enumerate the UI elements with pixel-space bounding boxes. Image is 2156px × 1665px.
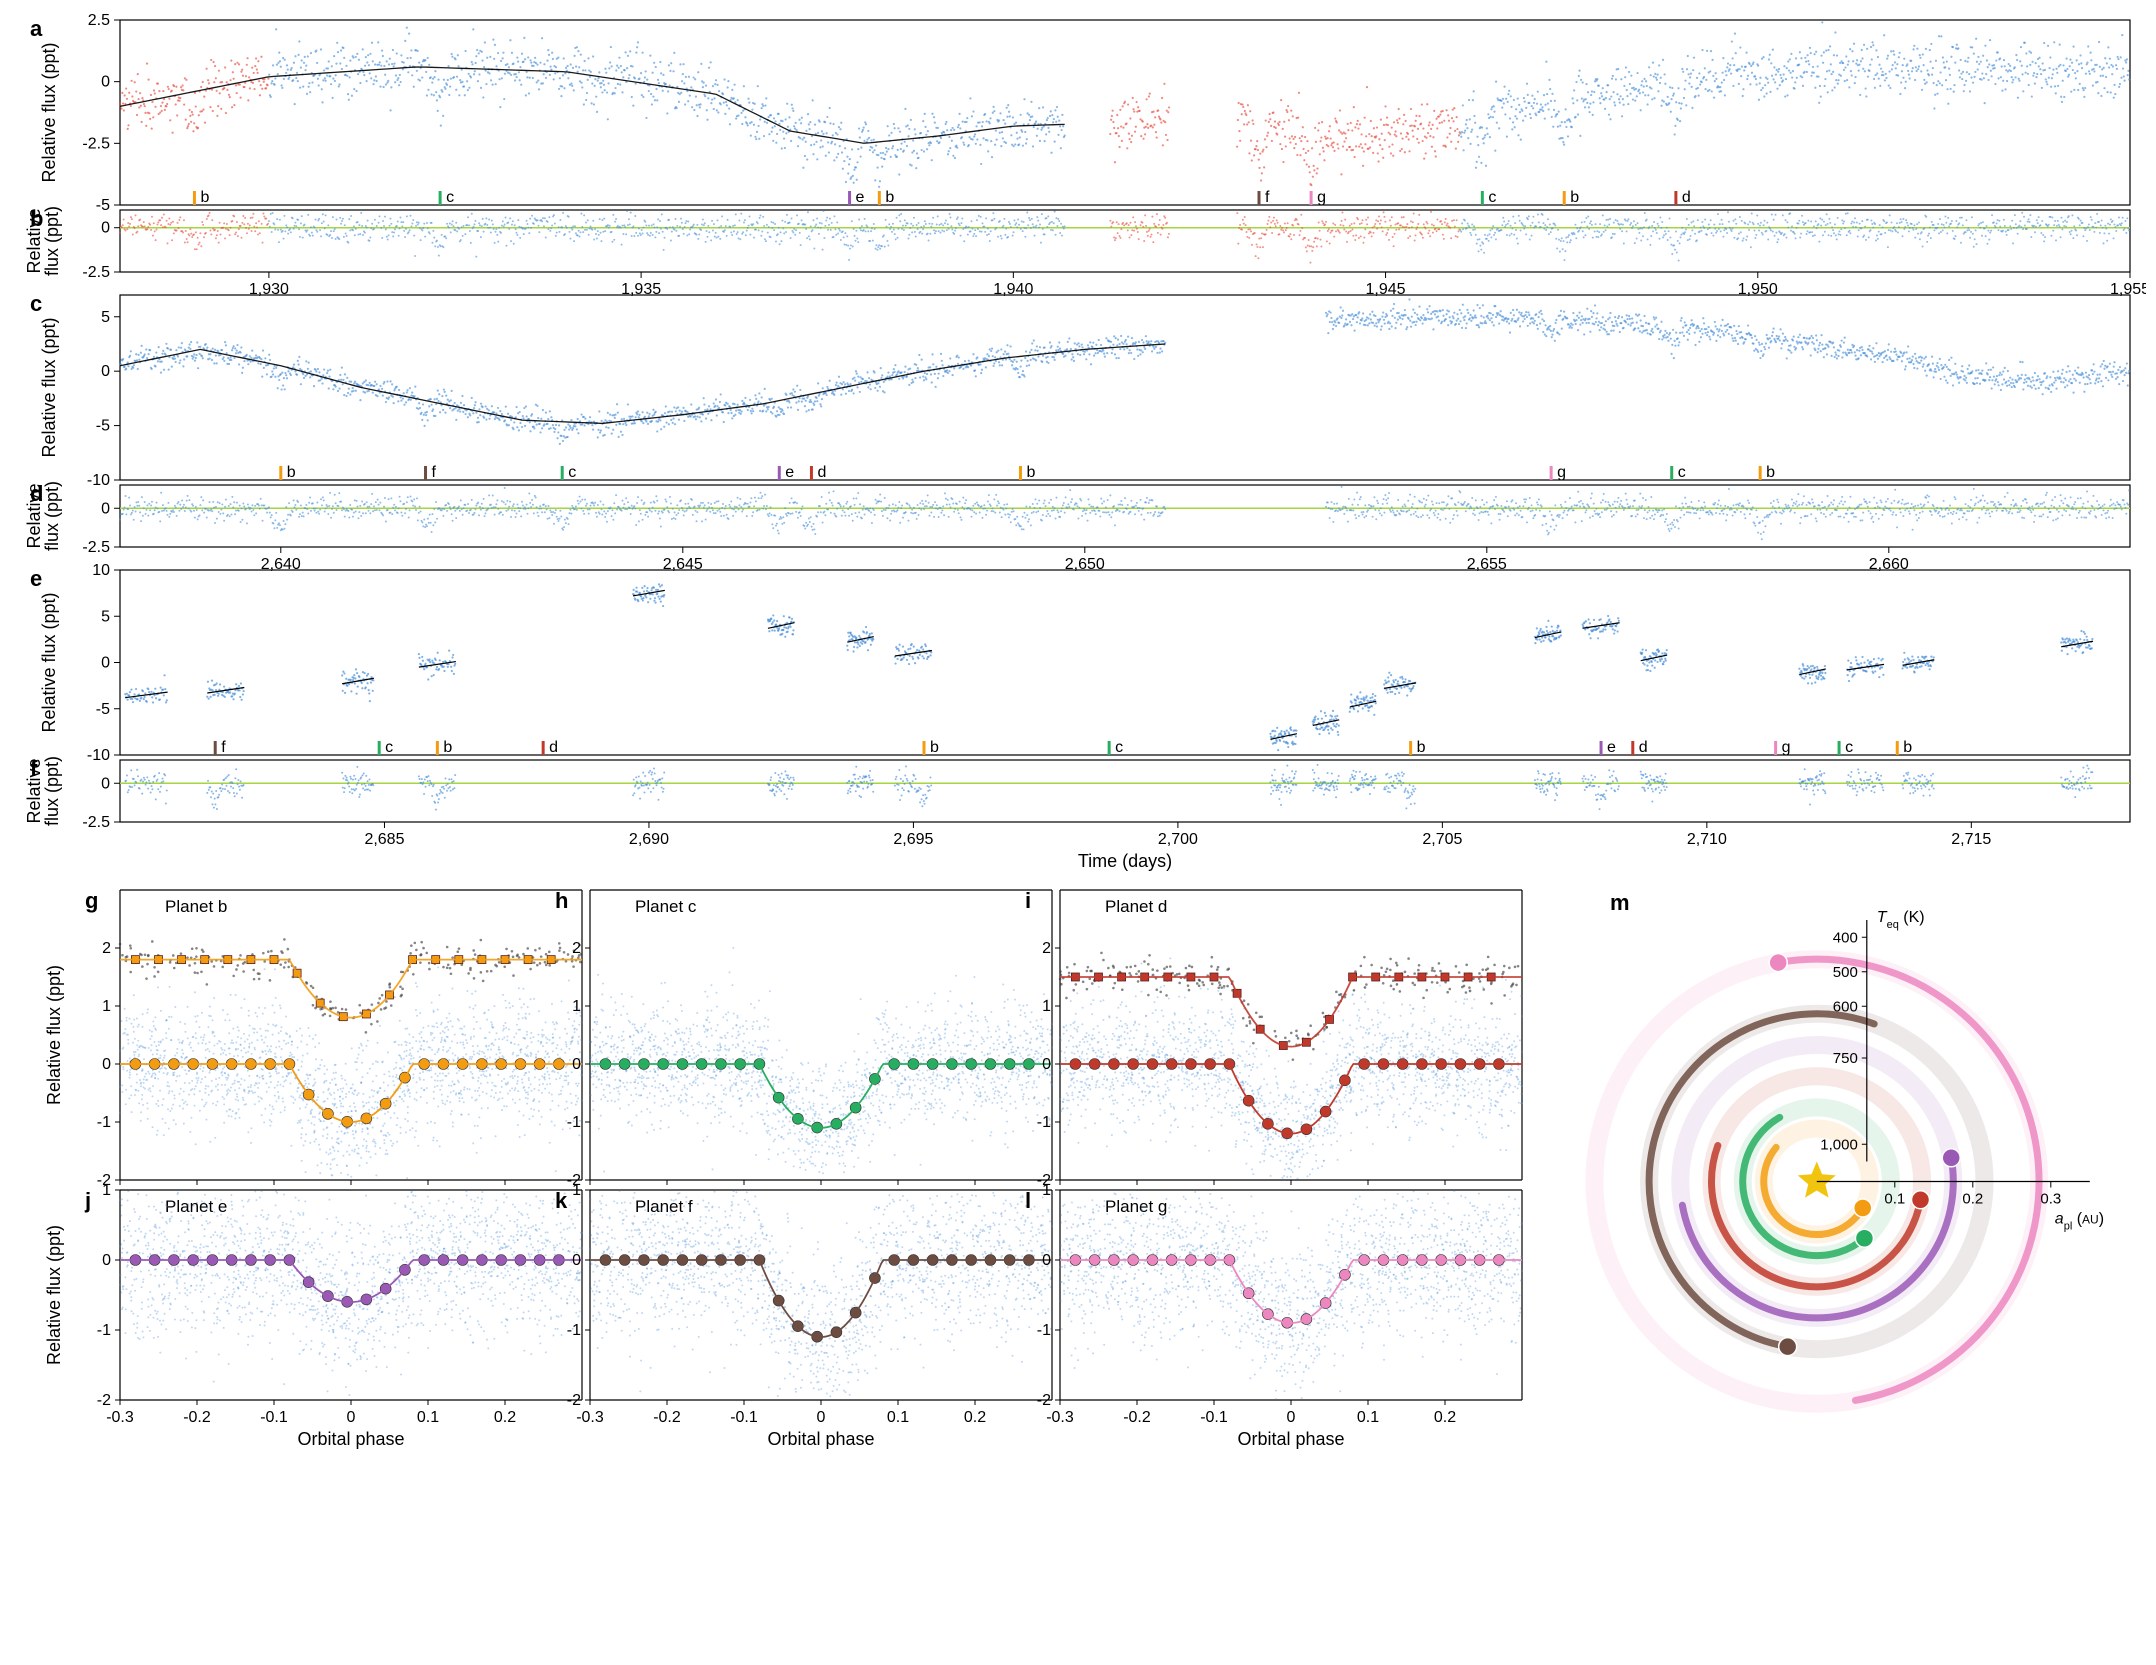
svg-text:flux (ppt): flux (ppt) xyxy=(42,206,62,276)
svg-text:b: b xyxy=(1570,189,1579,206)
svg-text:-2.5: -2.5 xyxy=(82,264,110,281)
svg-text:c: c xyxy=(1488,189,1496,206)
svg-text:2.5: 2.5 xyxy=(88,12,110,29)
svg-text:-5: -5 xyxy=(96,197,110,214)
svg-text:a: a xyxy=(30,16,43,41)
svg-text:d: d xyxy=(1682,189,1691,206)
svg-text:0: 0 xyxy=(101,74,110,91)
svg-text:Relative flux (ppt): Relative flux (ppt) xyxy=(39,317,59,457)
svg-text:-10: -10 xyxy=(87,472,110,489)
svg-text:f: f xyxy=(1265,189,1270,206)
svg-text:0: 0 xyxy=(101,220,110,237)
svg-text:b: b xyxy=(200,189,209,206)
svg-text:c: c xyxy=(446,189,454,206)
svg-text:b: b xyxy=(885,189,894,206)
svg-text:5: 5 xyxy=(101,309,110,326)
svg-text:0: 0 xyxy=(101,363,110,380)
svg-text:c: c xyxy=(30,291,42,316)
svg-text:-5: -5 xyxy=(96,418,110,435)
figure-container: a-5-2.502.5Relative flux (ppt)bcebfgcbdb… xyxy=(10,10,2146,1655)
figure-svg: a-5-2.502.5Relative flux (ppt)bcebfgcbdb… xyxy=(10,10,2146,1655)
svg-text:Relative flux (ppt): Relative flux (ppt) xyxy=(39,42,59,182)
svg-text:g: g xyxy=(1317,189,1326,206)
svg-text:e: e xyxy=(856,189,865,206)
svg-text:Relative: Relative xyxy=(24,208,44,273)
svg-text:-2.5: -2.5 xyxy=(82,135,110,152)
